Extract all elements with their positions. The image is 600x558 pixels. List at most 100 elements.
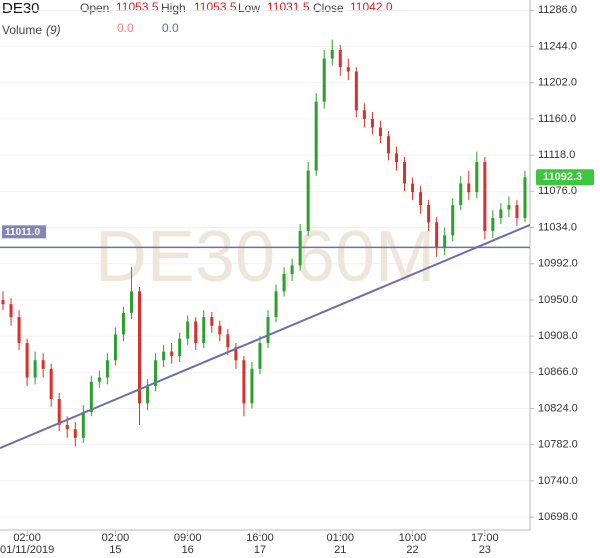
y-tick-label: 11286.0 (538, 4, 577, 16)
candle-body (146, 386, 150, 404)
candle-body (178, 338, 182, 356)
candle-body (194, 321, 198, 343)
last-price-box (536, 169, 594, 186)
y-tick-label: 11244.0 (538, 40, 577, 52)
candle-body (491, 218, 495, 231)
close-label: Close (313, 1, 344, 15)
x-tick-label: 02:00 (13, 532, 41, 544)
y-tick-label: 11076.0 (538, 185, 577, 197)
symbol: DE30 (2, 0, 40, 17)
y-tick-label: 10992.0 (538, 258, 578, 270)
candle-body (370, 118, 374, 128)
x-tick-date: 22 (406, 544, 418, 556)
candle-body (435, 222, 439, 249)
x-tick-label: 16:00 (246, 532, 274, 544)
candle-body (105, 360, 109, 378)
candle-body (162, 351, 166, 361)
candle-body (33, 360, 37, 378)
volume-period: (9) (46, 23, 61, 37)
x-tick-label: 02:00 (102, 532, 130, 544)
y-tick-label: 10698.0 (538, 511, 578, 523)
candle-body (154, 360, 158, 387)
candle-body (49, 368, 53, 400)
candle-body (73, 429, 77, 438)
open-value: 11053.5 (116, 0, 159, 14)
candle-body (314, 101, 318, 171)
y-tick-label: 11202.0 (538, 77, 577, 89)
candle-body (411, 183, 415, 193)
y-tick-label: 10950.0 (538, 294, 578, 306)
candle-body (322, 58, 326, 102)
y-tick-label: 10866.0 (538, 366, 578, 378)
candle-body (427, 205, 431, 223)
candle-body (113, 334, 117, 361)
candle-body (218, 325, 222, 335)
x-tick-date: 16 (182, 544, 194, 556)
watermark: DE30,60M (95, 217, 435, 297)
volume-value: 0.0 (117, 21, 134, 35)
candle-body (362, 110, 366, 119)
x-tick-date: 23 (479, 544, 491, 556)
candle-body (170, 351, 174, 356)
x-tick-label: 10:00 (399, 532, 427, 544)
x-tick-date: 21 (334, 544, 346, 556)
candle-body (226, 334, 230, 348)
volume-label: Volume (2, 23, 42, 37)
x-tick-label: 01:00 (327, 532, 355, 544)
candle-body (129, 291, 133, 313)
candle-body (499, 209, 503, 219)
candle-body (306, 170, 310, 231)
y-tick-label: 10908.0 (538, 330, 578, 342)
candle-body (25, 342, 29, 378)
high-label: High (161, 1, 186, 15)
candle-body (507, 205, 511, 210)
candle-body (459, 183, 463, 206)
candle-body (282, 274, 286, 292)
candle-body (290, 265, 294, 275)
hline-label: 11011.0 (5, 227, 40, 238)
candle-body (210, 317, 214, 326)
candle-body (186, 321, 190, 339)
candle-body (475, 162, 479, 193)
x-tick-date: 17 (254, 544, 266, 556)
candle-body (9, 304, 13, 318)
candle-body (443, 235, 447, 249)
candle-body (1, 299, 5, 305)
candle-body (523, 177, 527, 219)
x-tick-date: 15 (109, 544, 121, 556)
close-value: 11042.0 (350, 0, 393, 14)
candle-body (65, 424, 69, 430)
trend-line (0, 224, 531, 450)
volume-value: 0.0 (162, 21, 179, 35)
y-tick-label: 11160.0 (538, 113, 576, 125)
candle-body (346, 67, 350, 72)
candle-body (258, 342, 262, 369)
candle-body (403, 162, 407, 184)
candle-body (41, 360, 45, 369)
x-tick-date: 01/11/2019 (0, 544, 54, 556)
x-tick-label: 17:00 (471, 532, 499, 544)
high-value: 11053.5 (194, 0, 237, 14)
candle-body (354, 71, 358, 111)
candle-body (250, 368, 254, 404)
open-label: Open (80, 1, 109, 15)
y-tick-label: 10824.0 (538, 402, 578, 414)
candle-body (17, 317, 21, 343)
hline-label-box (2, 225, 46, 239)
y-tick-label: 10740.0 (538, 475, 578, 487)
last-price-label: 11092.3 (543, 171, 582, 183)
candle-body (467, 183, 471, 193)
candle-body (483, 162, 487, 231)
y-tick-label: 10782.0 (538, 439, 578, 451)
candle-body (266, 317, 270, 343)
x-tick-label: 09:00 (174, 532, 202, 544)
low-label: Low (238, 1, 260, 15)
candle-body (394, 153, 398, 163)
candle-body (378, 127, 382, 137)
y-tick-label: 11118.0 (538, 149, 575, 161)
candle-body (138, 291, 142, 404)
candle-body (330, 49, 334, 59)
candle-body (81, 411, 85, 438)
